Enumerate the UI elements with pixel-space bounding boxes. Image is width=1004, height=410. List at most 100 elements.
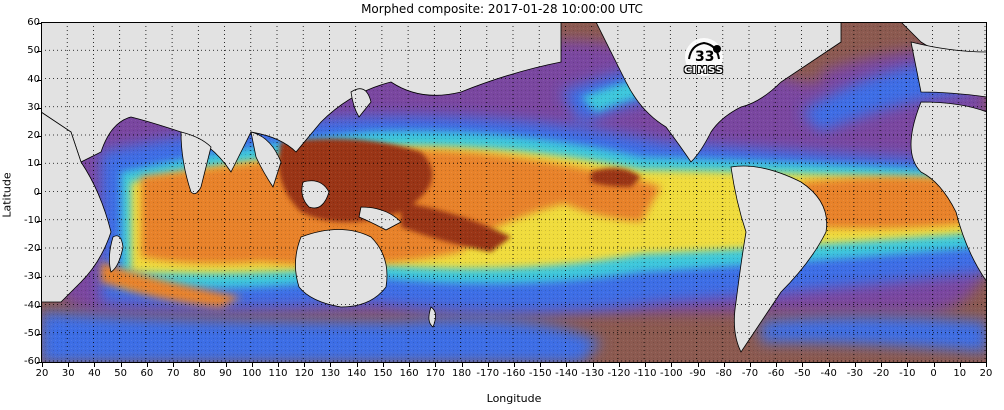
lon-tick-mark <box>487 363 489 367</box>
lon-tick-label: -140 <box>555 368 578 379</box>
lat-tick-label: 30 <box>27 101 40 113</box>
lon-tick-mark <box>304 363 306 367</box>
lat-tick-mark <box>37 333 41 335</box>
land-indochina <box>250 131 282 188</box>
land-borneo <box>301 180 330 209</box>
lon-tick-mark <box>933 363 935 367</box>
lon-tick-label: 160 <box>399 368 419 379</box>
lon-tick-mark <box>409 363 411 367</box>
land-newguinea <box>358 206 402 231</box>
lon-tick-label: -170 <box>476 368 500 379</box>
lon-tick-label: -130 <box>581 368 605 379</box>
lon-tick-mark <box>881 363 883 367</box>
lon-tick-label: 0 <box>930 368 937 379</box>
land-masses <box>41 22 987 353</box>
lat-tick-label: -10 <box>24 214 41 226</box>
land-india <box>180 131 212 195</box>
y-axis-label: Latitude <box>0 172 14 218</box>
lon-tick-mark <box>251 363 253 367</box>
lat-tick-label: 10 <box>27 158 40 170</box>
lat-tick-label: -30 <box>24 271 41 283</box>
land-eurasia <box>41 22 562 173</box>
lon-tick-label: 180 <box>452 368 472 379</box>
lon-tick-label: -80 <box>715 368 732 379</box>
lon-tick-label: 10 <box>953 368 967 379</box>
lon-tick-label: 60 <box>140 368 154 379</box>
lon-tick-label: 20 <box>979 368 993 379</box>
lon-tick-label: -60 <box>768 368 785 379</box>
land-europe <box>910 41 987 98</box>
lon-tick-mark <box>802 363 804 367</box>
lat-tick-label: 40 <box>27 73 40 85</box>
lon-tick-label: 20 <box>35 368 49 379</box>
lon-tick-label: 30 <box>61 368 75 379</box>
lon-tick-mark <box>68 363 70 367</box>
lon-tick-mark <box>356 363 358 367</box>
lat-tick-label: 0 <box>24 187 40 198</box>
lat-tick-mark <box>37 249 41 250</box>
lat-tick-mark <box>37 23 41 24</box>
lon-tick-mark <box>592 363 594 367</box>
lat-tick-mark <box>37 277 41 279</box>
lon-tick-mark <box>540 363 542 367</box>
lon-tick-mark <box>146 363 148 367</box>
lon-tick-mark <box>671 363 673 367</box>
lon-tick-mark <box>566 363 568 367</box>
lon-tick-label: 130 <box>320 368 340 379</box>
lon-tick-label: -90 <box>689 368 706 379</box>
lon-tick-label: -110 <box>633 368 657 379</box>
lon-tick-label: 40 <box>88 368 101 379</box>
map-svg <box>41 22 987 363</box>
map-title: Morphed composite: 2017-01-28 10:00:00 U… <box>361 2 643 16</box>
land-japan <box>350 88 372 118</box>
lat-tick-mark <box>37 51 41 53</box>
lon-tick-mark <box>854 363 856 367</box>
lon-tick-mark <box>120 363 122 367</box>
lon-tick-mark <box>278 363 279 367</box>
lat-tick-mark <box>37 79 41 81</box>
lon-tick-label: -30 <box>846 368 864 379</box>
lat-tick-mark <box>37 362 41 363</box>
lon-tick-mark <box>42 363 43 367</box>
cimss-logo: 33 CIMSS <box>675 37 733 81</box>
lon-tick-mark <box>330 363 332 367</box>
lon-tick-label: 120 <box>294 368 314 379</box>
lon-tick-label: 170 <box>425 368 445 379</box>
lon-tick-mark <box>461 363 463 367</box>
lat-tick-label: -50 <box>24 327 41 339</box>
lon-tick-label: 110 <box>268 368 288 379</box>
lon-tick-label: -100 <box>659 368 683 379</box>
lon-tick-mark <box>986 363 987 367</box>
lat-lon-grid <box>41 22 986 362</box>
lon-tick-mark <box>618 363 620 367</box>
lon-tick-label: -70 <box>741 368 759 379</box>
lat-tick-label: 60 <box>27 17 40 28</box>
lon-tick-mark <box>225 363 227 367</box>
lat-tick-mark <box>37 220 41 222</box>
lon-tick-mark <box>173 363 175 367</box>
x-axis-label: Longitude <box>486 392 542 405</box>
land-australia <box>295 229 388 308</box>
lat-tick-mark <box>37 107 41 109</box>
lat-tick-mark <box>37 164 41 166</box>
lat-tick-mark <box>37 305 41 307</box>
lon-tick-label: 150 <box>373 368 393 379</box>
lon-tick-mark <box>435 363 437 367</box>
lon-tick-mark <box>776 363 778 367</box>
lon-tick-mark <box>907 363 909 367</box>
lon-tick-mark <box>723 363 725 367</box>
lat-tick-label: -40 <box>24 299 41 311</box>
land-madagascar <box>109 235 124 273</box>
lon-tick-label: 140 <box>347 368 367 379</box>
lon-tick-mark <box>828 363 830 367</box>
lon-tick-mark <box>697 363 699 367</box>
lon-tick-label: 100 <box>242 368 262 379</box>
lat-tick-label: 20 <box>27 130 40 141</box>
cimss-logo-text: CIMSS <box>684 65 724 76</box>
lat-tick-label: -20 <box>24 243 41 254</box>
lon-tick-label: -10 <box>899 368 916 379</box>
land-south-america <box>730 165 828 353</box>
lon-tick-label: -20 <box>872 368 890 379</box>
lat-tick-label: 50 <box>27 45 40 57</box>
lon-tick-mark <box>645 363 647 367</box>
